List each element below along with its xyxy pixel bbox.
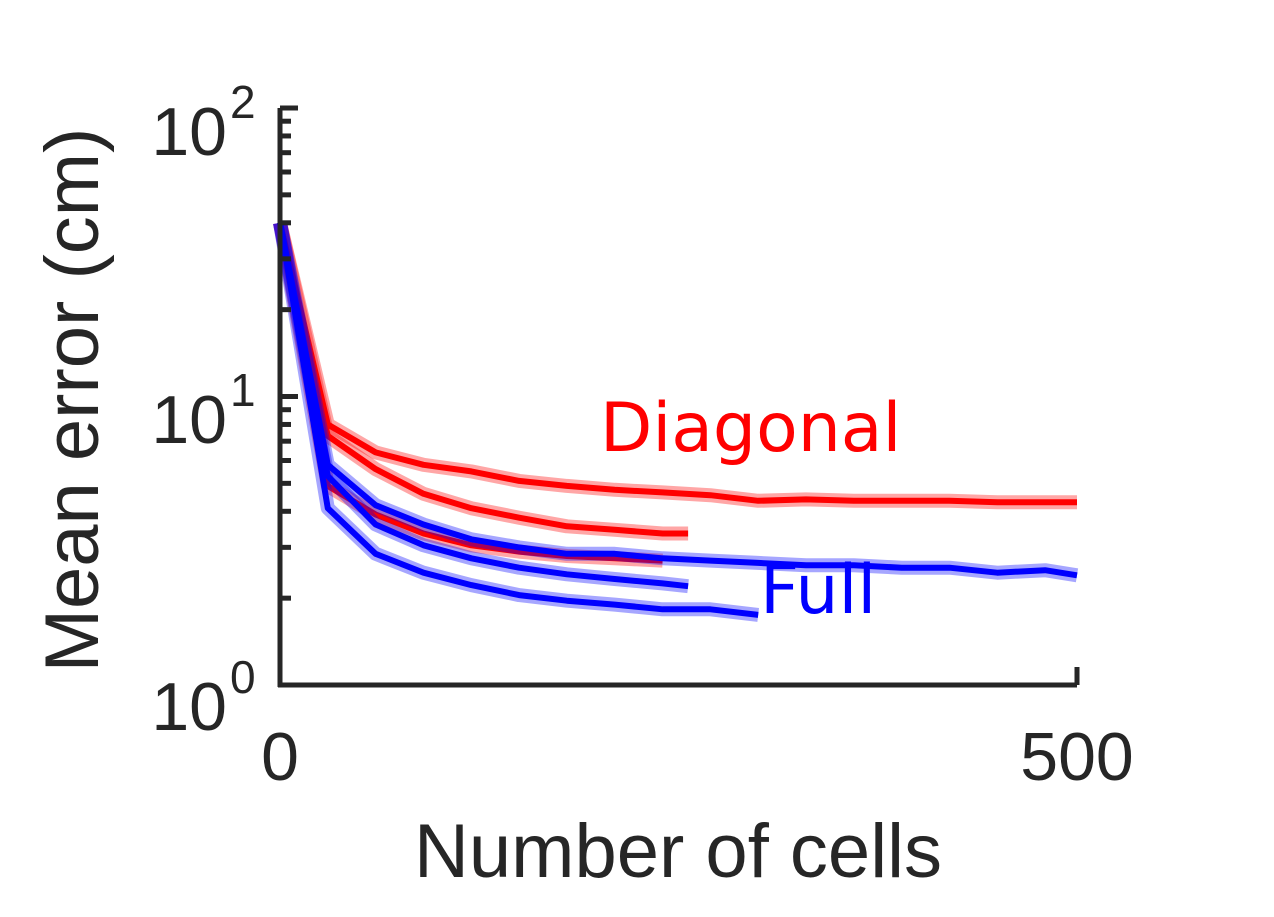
y-minor-ticks (280, 105, 298, 688)
x-tick-label-0: 0 (261, 719, 299, 795)
series-line-diagonal-1 (277, 222, 689, 537)
y-axis-label: Mean error (cm) (30, 128, 115, 673)
series-line-full-5 (277, 222, 759, 618)
series-layer (273, 221, 1079, 622)
y-tick-label-10: 10 1 (151, 364, 255, 458)
x-ticks (277, 667, 1080, 685)
series-line-full-3 (277, 222, 1078, 579)
y-tick-base: 10 (151, 382, 227, 458)
y-tick-exp: 0 (230, 651, 256, 703)
y-tick-base: 10 (151, 669, 227, 745)
y-tick-exp: 1 (230, 364, 256, 416)
series-label-full: Full (760, 551, 876, 630)
y-tick-label-1: 10 0 (151, 651, 255, 745)
series-line-diagonal-0 (277, 222, 1077, 506)
axes (277, 105, 1080, 688)
x-tick-label-500: 500 (1020, 719, 1133, 795)
series-line-full-4 (277, 222, 689, 590)
x-axis-label: Number of cells (414, 809, 942, 894)
y-tick-label-100: 10 2 (151, 76, 255, 170)
y-tick-exp: 2 (230, 76, 256, 128)
y-tick-base: 10 (151, 94, 227, 170)
series-label-diagonal: Diagonal (600, 389, 901, 468)
